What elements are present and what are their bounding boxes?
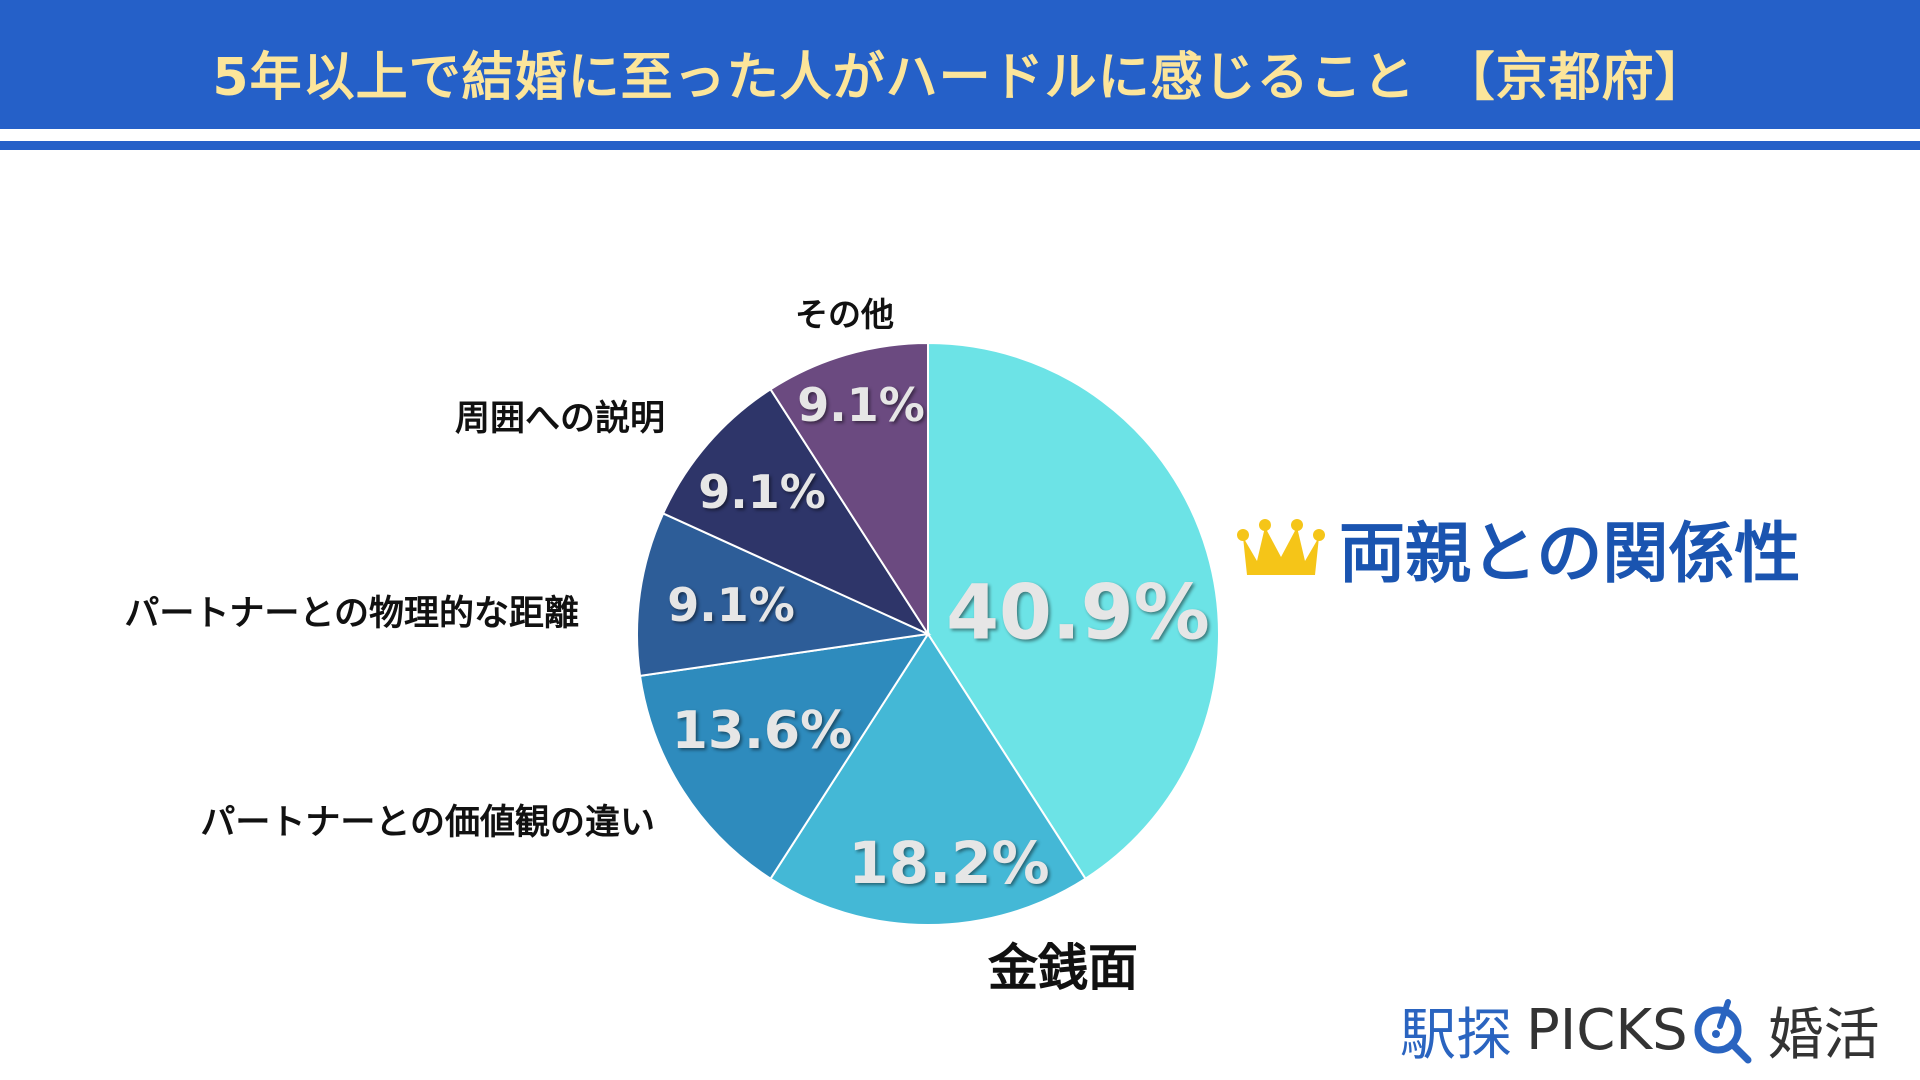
header-bar: [0, 0, 1920, 129]
category-label-3: パートナーとの物理的な距離: [124, 594, 579, 634]
category-label-4: 周囲への説明: [454, 399, 665, 439]
logo-part-2: PICKS: [1526, 998, 1688, 1063]
category-label-0: 両親との関係性: [1339, 515, 1801, 592]
data-label-0: 40.9%: [946, 567, 1210, 657]
top-category: 両親との関係性: [1235, 500, 1800, 596]
data-label-2: 13.6%: [671, 701, 853, 761]
pie-slice-1: [769, 632, 1087, 927]
category-label-5: その他: [795, 295, 894, 334]
data-label-3: 9.1%: [667, 578, 795, 632]
data-label-4: 9.1%: [698, 465, 826, 519]
pie-slice-3: [636, 512, 932, 678]
search-magnifier-icon: [1694, 998, 1752, 1063]
category-label-1: 金銭面: [988, 939, 1138, 997]
data-label-5: 9.1%: [797, 378, 925, 432]
pie-slice-4: [661, 387, 931, 637]
category-label-2: パートナーとの価値観の違い: [200, 803, 655, 843]
pie-slice-0: [927, 341, 1220, 881]
brand-logo: 駅探 PICKS 婚活: [1400, 990, 1880, 1071]
crown-icon: [1237, 519, 1325, 575]
header-divider: [0, 141, 1920, 150]
pie-slice-2: [638, 632, 931, 881]
logo-part-3: 婚活: [1767, 1003, 1880, 1068]
page-title: 5年以上で結婚に至った人がハードルに感じること 【京都府】: [212, 48, 1708, 108]
logo-part-1: 駅探: [1400, 1003, 1512, 1068]
pie-slice-5: [769, 341, 929, 638]
data-label-1: 18.2%: [848, 829, 1050, 897]
